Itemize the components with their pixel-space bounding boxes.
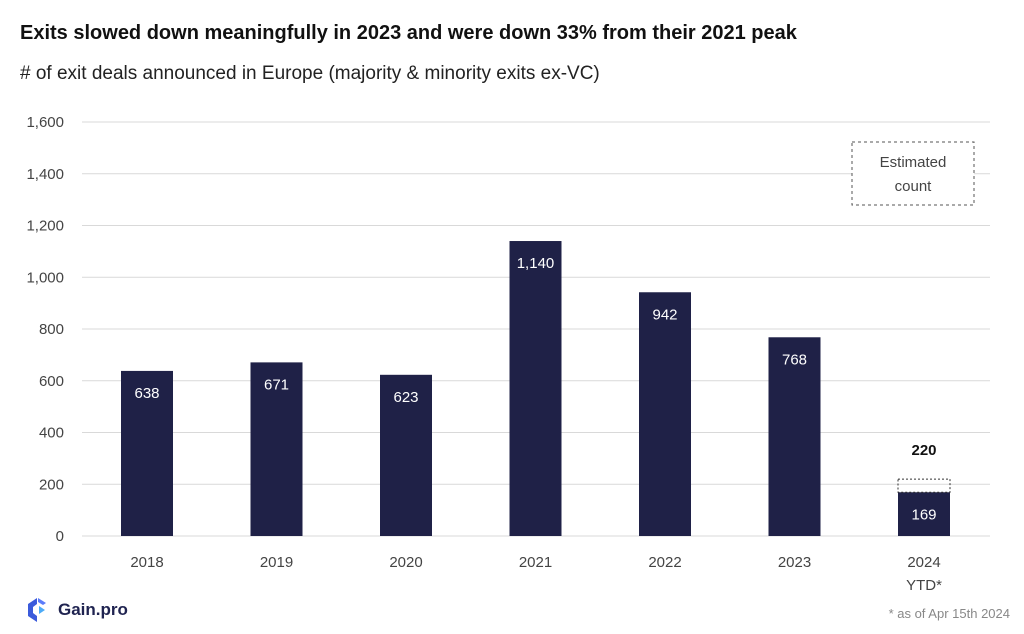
legend-label: count <box>895 178 933 195</box>
estimated-total-label: 220 <box>911 442 936 459</box>
x-tick-label: 2023 <box>778 554 811 571</box>
y-tick-label: 400 <box>39 425 64 442</box>
x-tick-label: 2021 <box>519 554 552 571</box>
x-tick-label: 2022 <box>648 554 681 571</box>
legend-label: Estimated <box>880 154 947 171</box>
brand-name: Gain.pro <box>58 600 128 619</box>
bar <box>898 492 950 536</box>
data-label: 623 <box>393 389 418 406</box>
bar <box>380 374 432 536</box>
y-tick-label: 1,600 <box>26 114 64 131</box>
x-tick-label: 2018 <box>130 554 163 571</box>
x-tick-label: 2019 <box>260 554 293 571</box>
y-tick-label: 1,400 <box>26 166 64 183</box>
y-tick-label: 600 <box>39 373 64 390</box>
y-tick-label: 0 <box>56 528 64 545</box>
data-label: 768 <box>782 351 807 368</box>
bar <box>250 362 303 536</box>
estimated-bar-segment <box>897 478 951 493</box>
data-label: 638 <box>134 385 159 402</box>
chart-subtitle: # of exit deals announced in Europe (maj… <box>20 63 600 84</box>
x-tick-sublabel: YTD* <box>906 577 942 594</box>
data-label: 1,140 <box>517 255 555 272</box>
data-label: 942 <box>652 306 677 323</box>
x-tick-label: 2020 <box>389 554 422 571</box>
brand-logo: Gain.pro <box>24 596 128 624</box>
x-tick-label: 2024 <box>907 554 940 571</box>
footnote: * as of Apr 15th 2024 <box>888 606 1010 621</box>
gain-pro-logo-icon <box>28 598 46 622</box>
chart-title: Exits slowed down meaningfully in 2023 a… <box>20 22 797 44</box>
bar <box>768 337 821 536</box>
y-tick-label: 800 <box>39 321 64 338</box>
bar <box>121 370 173 536</box>
bar <box>639 292 691 536</box>
y-tick-label: 200 <box>39 476 64 493</box>
y-tick-label: 1,000 <box>26 269 64 286</box>
data-label: 671 <box>264 376 289 393</box>
legend-box <box>851 141 975 206</box>
y-tick-label: 1,200 <box>26 218 64 235</box>
data-label: 169 <box>911 506 936 523</box>
bar <box>509 241 562 536</box>
